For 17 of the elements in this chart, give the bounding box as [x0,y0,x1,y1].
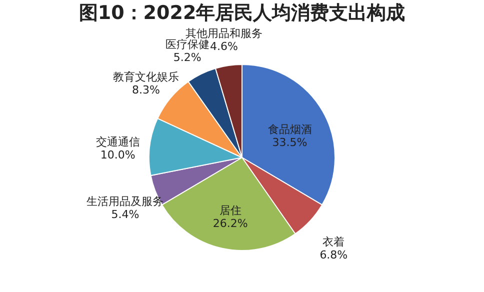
slice-label: 食品烟酒 [268,123,312,136]
chart-title: 图10：2022年居民人均消费支出构成 [78,2,406,24]
data-label: 5.2% [173,51,202,64]
data-label: 33.5% [272,136,308,150]
slice-label: 交通通信 [96,136,140,149]
slice-label: 居住 [219,204,242,218]
data-label: 26.2% [212,217,248,230]
slice-label: 衣着 [322,235,345,248]
data-label: 8.3% [132,84,160,97]
slice-label: 教育文化娱乐 [112,70,179,84]
slice-label: 医疗保健 [165,38,210,52]
slice-label: 生活用品及服务 [86,195,164,208]
data-label: 6.8% [320,248,348,262]
data-label: 4.6% [210,40,238,53]
data-label: 5.4% [111,208,140,222]
slice-label: 其他用品和服务 [186,26,262,40]
data-label: 10.0% [100,148,136,162]
